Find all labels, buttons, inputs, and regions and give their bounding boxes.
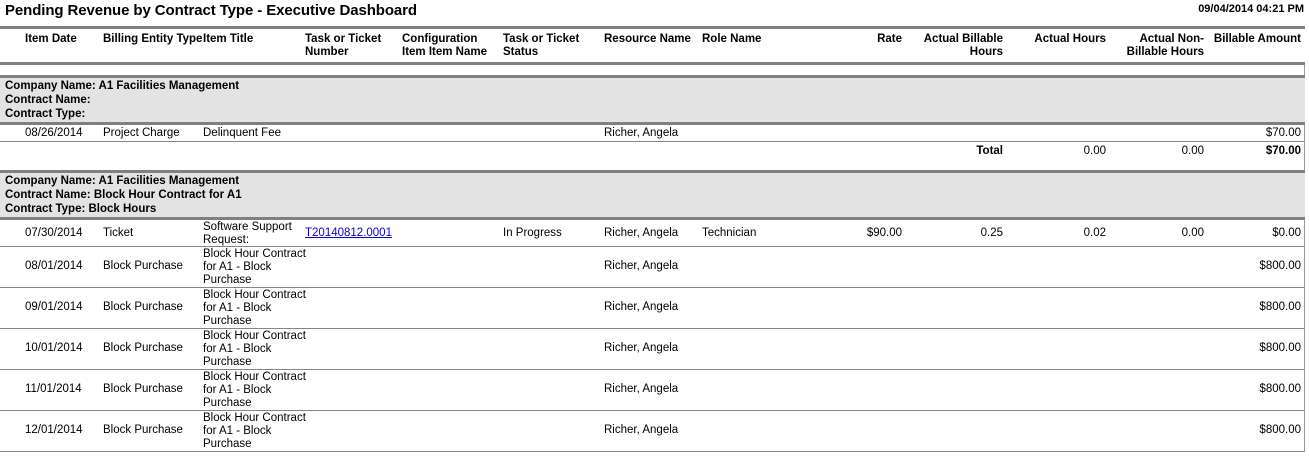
group-contract-type: Contract Type: Block Hours [5,203,157,215]
cell-item-date: 12/01/2014 [25,424,83,436]
table-row[interactable]: 08/26/2014 Project Charge Delinquent Fee… [0,125,1305,141]
cell-billing-entity-type: Block Purchase [103,342,183,354]
total-actual-hours: 0.00 [1083,145,1106,157]
ticket-number-link[interactable]: T20140812.0001 [305,227,392,239]
row-separator [0,410,1305,411]
column-header-task-or-ticket-number: Task or Ticket Number [305,33,382,58]
group-gap [0,160,1304,170]
report-table: Item Date Billing Entity Type Item Title… [0,26,1305,452]
table-row[interactable]: 10/01/2014 Block Purchase Block Hour Con… [0,329,1305,369]
column-header-actual-billable-hours: Actual Billable Hours [923,33,1003,58]
cell-item-title: Block Hour Contract for A1 - Block Purch… [203,248,306,286]
total-label: Total [976,145,1003,157]
group-contract-name: Contract Name: Block Hour Contract for A… [5,189,242,201]
group-contract-name: Contract Name: [5,94,91,106]
group-total-row: Total 0.00 0.00 $70.00 [0,142,1305,160]
cell-item-title: Delinquent Fee [203,127,281,139]
page-title: Pending Revenue by Contract Type - Execu… [5,2,417,19]
cell-billable-amount: $70.00 [1265,127,1301,139]
column-header-billing-entity-type: Billing Entity Type [103,33,203,45]
row-separator [0,287,1305,288]
cell-item-date: 09/01/2014 [25,301,83,313]
column-header-actual-hours: Actual Hours [1034,33,1106,45]
column-header-rate: Rate [877,33,902,45]
column-header-task-or-ticket-status: Task or Ticket Status [503,33,580,58]
cell-billing-entity-type: Project Charge [103,127,180,139]
row-separator [0,451,1305,452]
cell-resource-name: Richer, Angela [604,260,679,272]
header-bottom-rule [0,62,1305,65]
table-row[interactable]: 07/30/2014 Ticket Software Support Reque… [0,220,1305,246]
header-gap [0,65,1304,75]
total-actual-non-billable-hours: 0.00 [1181,145,1204,157]
report-timestamp: 09/04/2014 04:21 PM [1198,3,1304,15]
column-header-role-name: Role Name [702,33,762,45]
column-header-billable-amount: Billable Amount [1213,33,1301,45]
table-row[interactable]: 08/01/2014 Block Purchase Block Hour Con… [0,247,1305,287]
cell-billable-amount: $0.00 [1272,227,1301,239]
table-header-row: Item Date Billing Entity Type Item Title… [0,29,1305,62]
cell-item-title: Block Hour Contract for A1 - Block Purch… [203,412,306,450]
group-2-band-bottom-rule [0,217,1305,220]
column-header-configuration-item-item-name: Configuration Item Item Name [402,33,488,58]
group-company-name: Company Name: A1 Facilities Management [5,175,240,187]
column-header-actual-non-billable-hours: Actual Non- Billable Hours [1126,33,1204,58]
row-separator [0,246,1305,247]
cell-billable-amount: $800.00 [1259,424,1301,436]
column-header-item-title: Item Title [203,33,254,45]
row-separator [0,328,1305,329]
cell-billable-amount: $800.00 [1259,260,1301,272]
group-header: Company Name: A1 Facilities Management C… [0,78,1305,122]
group-2-top-rule [0,170,1305,173]
cell-item-date: 08/01/2014 [25,260,83,272]
cell-billing-entity-type: Block Purchase [103,301,183,313]
cell-item-title: Software Support Request: [203,221,292,246]
cell-billing-entity-type: Ticket [103,227,134,239]
cell-billable-amount: $800.00 [1259,383,1301,395]
cell-actual-non-billable-hours: 0.00 [1181,227,1204,239]
cell-billing-entity-type: Block Purchase [103,383,183,395]
cell-item-date: 07/30/2014 [25,227,83,239]
row-separator [0,141,1305,142]
cell-actual-billable-hours: 0.25 [980,227,1003,239]
report-header: Pending Revenue by Contract Type - Execu… [0,0,1309,26]
cell-resource-name: Richer, Angela [604,342,679,354]
header-top-rule [0,26,1305,29]
table-row[interactable]: 12/01/2014 Block Purchase Block Hour Con… [0,411,1305,451]
row-separator [0,369,1305,370]
group-header: Company Name: A1 Facilities Management C… [0,173,1305,217]
cell-billing-entity-type: Block Purchase [103,260,183,272]
group-1-top-rule [0,75,1305,78]
cell-item-title: Block Hour Contract for A1 - Block Purch… [203,330,306,368]
cell-item-date: 08/26/2014 [25,127,83,139]
cell-rate: $90.00 [866,227,902,239]
cell-resource-name: Richer, Angela [604,424,679,436]
cell-resource-name: Richer, Angela [604,301,679,313]
total-billable-amount: $70.00 [1265,145,1301,157]
cell-resource-name: Richer, Angela [604,127,679,139]
column-header-resource-name: Resource Name [604,33,691,45]
cell-billable-amount: $800.00 [1259,301,1301,313]
cell-actual-hours: 0.02 [1083,227,1106,239]
cell-resource-name: Richer, Angela [604,227,679,239]
group-company-name: Company Name: A1 Facilities Management [5,80,240,92]
cell-item-date: 10/01/2014 [25,342,83,354]
group-contract-type: Contract Type: [5,108,86,120]
cell-resource-name: Richer, Angela [604,383,679,395]
cell-billing-entity-type: Block Purchase [103,424,183,436]
cell-item-title: Block Hour Contract for A1 - Block Purch… [203,289,306,327]
column-header-item-date: Item Date [25,33,77,45]
table-row[interactable]: 11/01/2014 Block Purchase Block Hour Con… [0,370,1305,410]
cell-task-or-ticket-status: In Progress [503,227,562,239]
group-1-band-bottom-rule [0,122,1305,125]
cell-billable-amount: $800.00 [1259,342,1301,354]
table-row[interactable]: 09/01/2014 Block Purchase Block Hour Con… [0,288,1305,328]
cell-item-date: 11/01/2014 [25,383,82,395]
cell-role-name: Technician [702,227,757,239]
cell-item-title: Block Hour Contract for A1 - Block Purch… [203,371,306,409]
